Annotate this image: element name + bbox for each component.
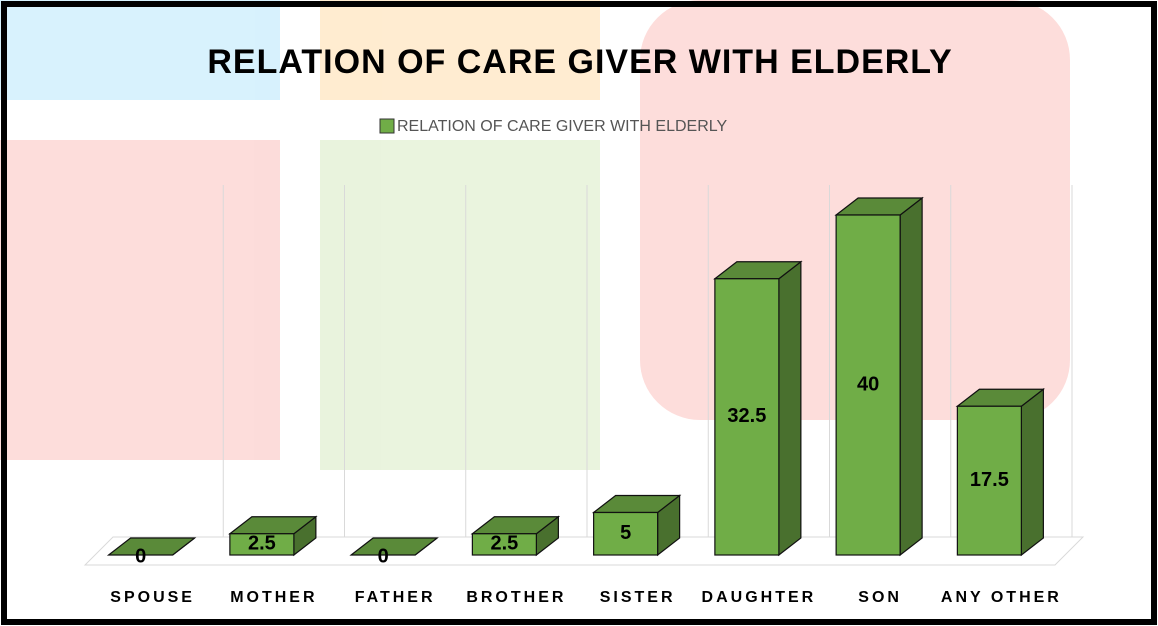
bar [714,278,780,556]
x-tick-label: SISTER [600,589,676,606]
data-label: 2.5 [248,533,276,555]
x-tick-label: BROTHER [466,589,566,606]
legend: RELATION OF CARE GIVER WITH ELDERLY [379,118,727,135]
watermark-shape [0,140,280,460]
legend-label: RELATION OF CARE GIVER WITH ELDERLY [397,118,727,135]
bar-side [778,260,802,557]
x-tick-label: MOTHER [230,589,317,606]
bar-top [106,537,197,556]
legend-swatch [379,118,395,134]
bar-side [1020,388,1044,557]
watermark-shape [0,0,280,100]
bar-top [349,537,439,556]
data-label: 17.5 [970,469,1009,491]
floor [83,536,1085,566]
data-label: 40 [857,373,879,395]
chart-title: RELATION OF CARE GIVER WITH ELDERLY [207,43,952,81]
data-label: 0 [135,545,146,567]
watermark-shape [320,0,600,100]
bar [956,405,1022,556]
bar [229,533,295,556]
data-label: 5 [620,522,631,544]
x-tick-label: FATHER [355,589,436,606]
data-label: 32.5 [727,405,766,427]
x-tick-label: SON [858,589,902,606]
x-tick-label: SPOUSE [110,589,195,606]
bar [471,533,537,556]
x-tick-label: ANY OTHER [941,589,1062,606]
bar [835,214,901,556]
bar [593,511,659,556]
data-label: 2.5 [490,533,518,555]
data-label: 0 [378,545,389,567]
watermark-shape [320,140,600,470]
bar-side [899,196,923,557]
x-tick-label: DAUGHTER [702,589,817,606]
